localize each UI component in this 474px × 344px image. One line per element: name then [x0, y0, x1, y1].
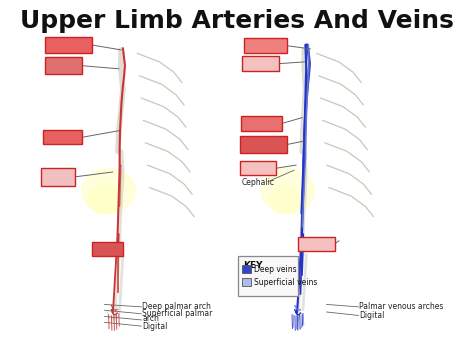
FancyBboxPatch shape: [46, 57, 82, 74]
Text: Upper Limb Arteries And Veins: Upper Limb Arteries And Veins: [20, 9, 454, 33]
Circle shape: [88, 186, 121, 213]
Circle shape: [270, 186, 302, 213]
Circle shape: [82, 169, 135, 213]
Text: Digital: Digital: [143, 322, 168, 331]
Text: arch: arch: [143, 314, 159, 323]
Text: Digital: Digital: [359, 311, 384, 320]
Text: Deep palmar arch: Deep palmar arch: [143, 302, 211, 311]
FancyBboxPatch shape: [242, 278, 251, 286]
FancyBboxPatch shape: [298, 237, 335, 251]
Text: Superficial veins: Superficial veins: [254, 278, 318, 287]
FancyBboxPatch shape: [41, 168, 75, 186]
FancyBboxPatch shape: [240, 161, 276, 175]
Text: Palmar venous arches: Palmar venous arches: [359, 302, 444, 311]
FancyBboxPatch shape: [242, 265, 251, 273]
FancyBboxPatch shape: [244, 38, 287, 53]
Text: Cephalic: Cephalic: [242, 178, 275, 187]
FancyBboxPatch shape: [242, 56, 279, 71]
FancyBboxPatch shape: [238, 256, 298, 296]
Text: Deep veins: Deep veins: [254, 265, 297, 273]
FancyBboxPatch shape: [240, 136, 287, 153]
Text: KEY: KEY: [243, 261, 262, 270]
Text: Superficial palmar: Superficial palmar: [143, 309, 213, 318]
FancyBboxPatch shape: [44, 130, 82, 144]
FancyBboxPatch shape: [46, 37, 92, 53]
Circle shape: [262, 169, 314, 213]
FancyBboxPatch shape: [92, 242, 123, 256]
FancyBboxPatch shape: [241, 116, 282, 131]
